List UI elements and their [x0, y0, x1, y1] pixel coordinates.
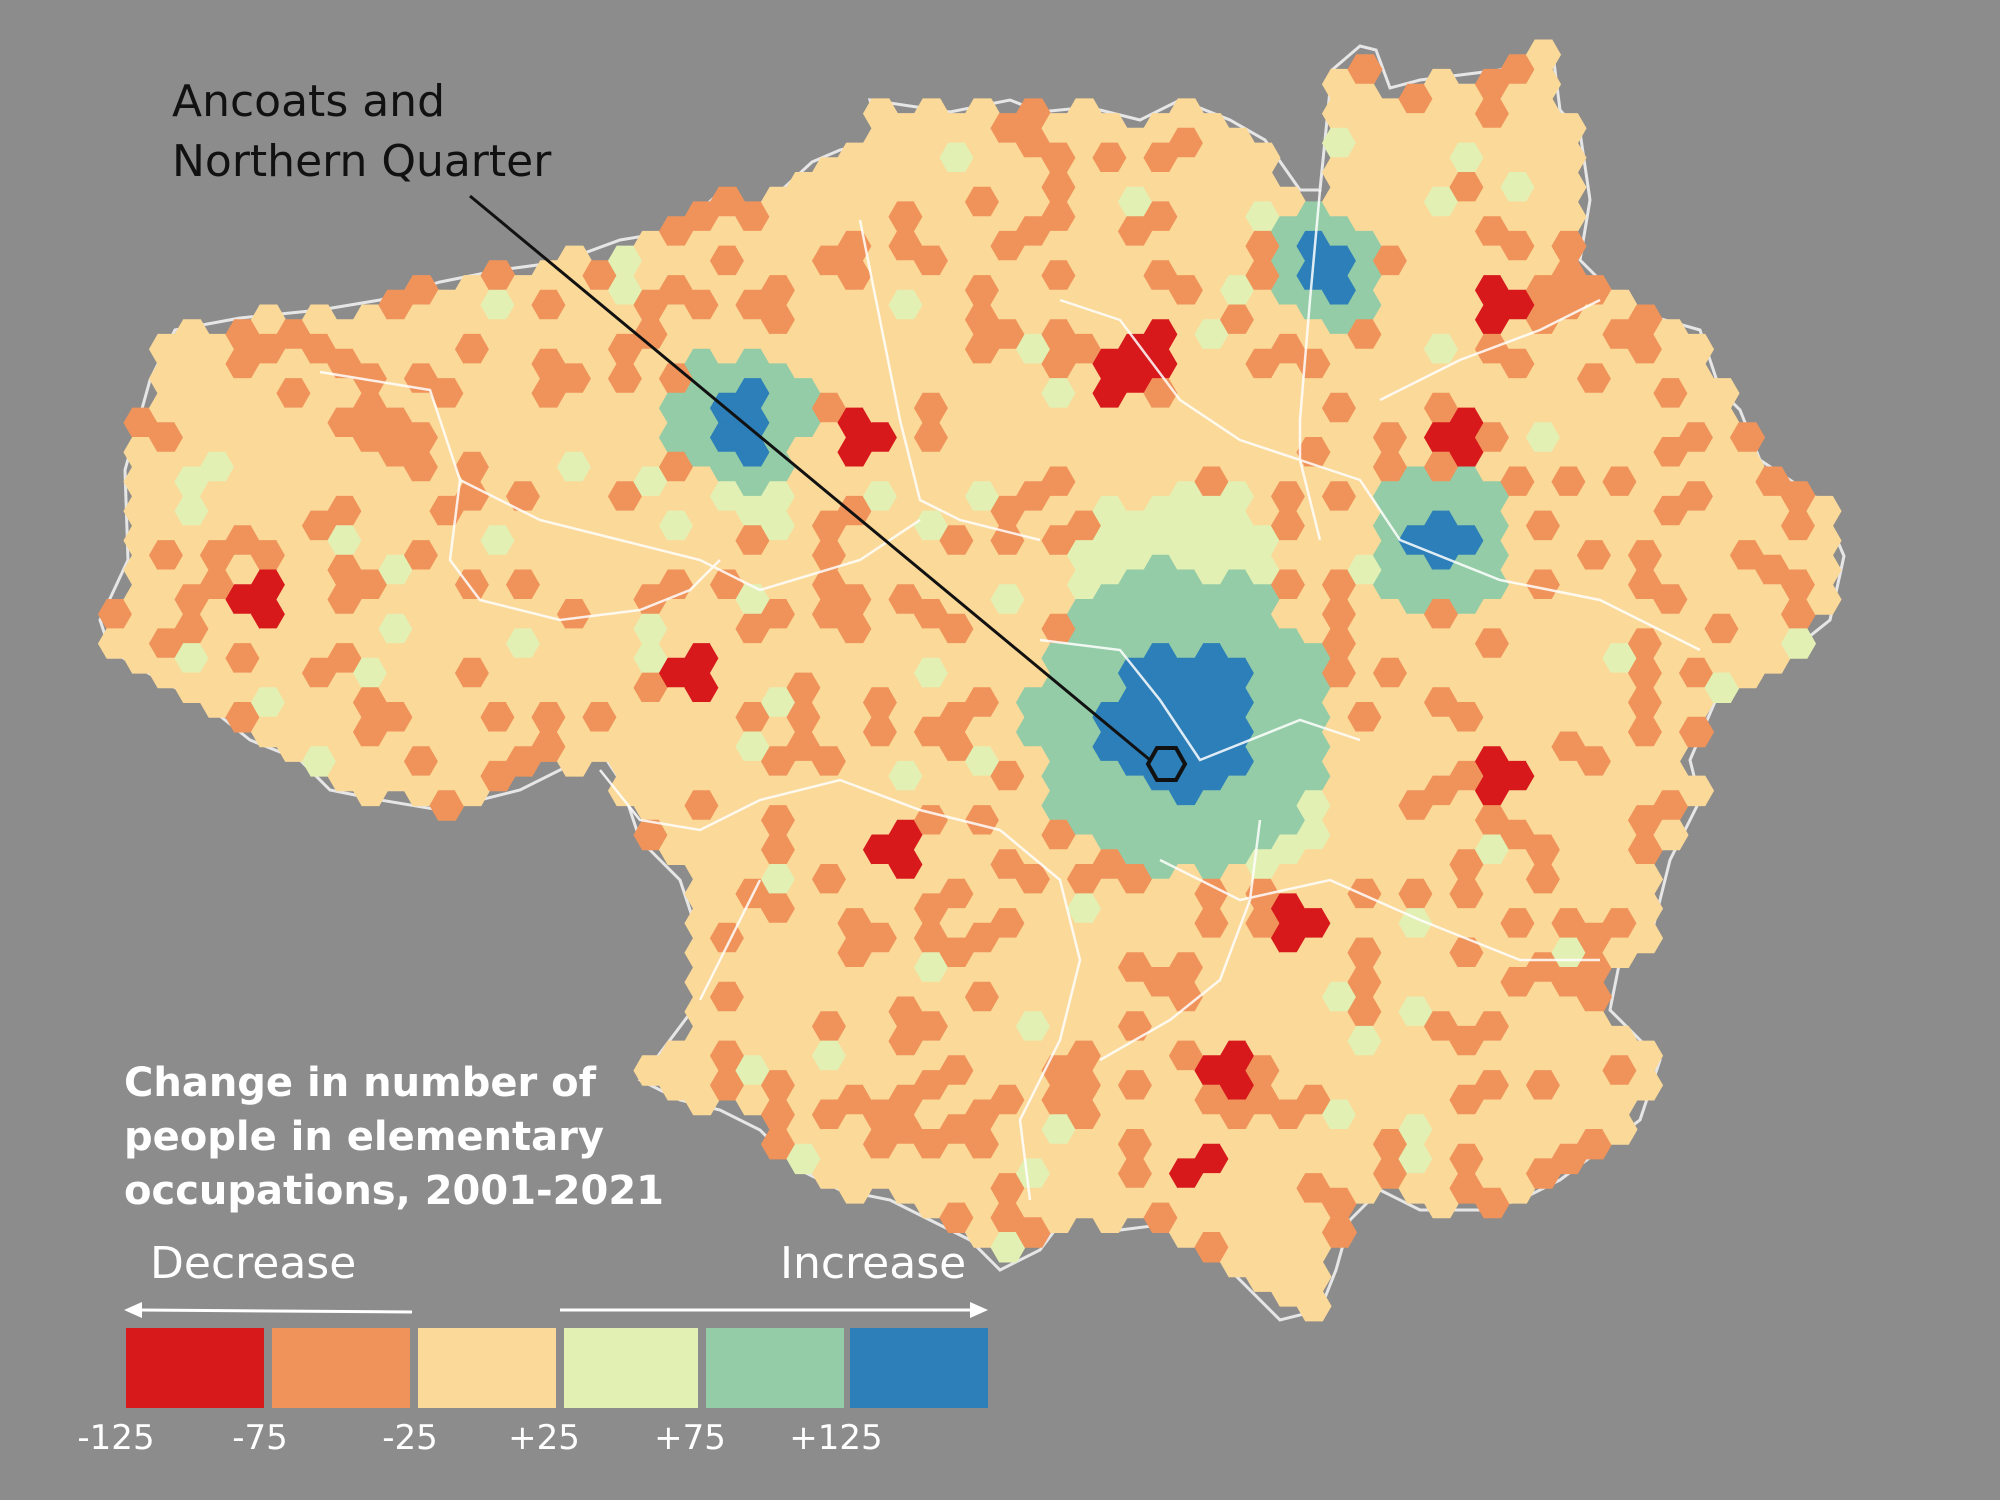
annotation-label: Ancoats and Northern Quarter [172, 72, 551, 192]
hex-cell [1678, 716, 1715, 748]
district-boundary [1379, 298, 1601, 402]
legend-swatch-increase [706, 1328, 844, 1408]
decrease-arrow [139, 1308, 413, 1314]
legend-tick: -25 [382, 1418, 438, 1458]
district-boundary [1299, 458, 1701, 652]
hex-cells [97, 39, 1842, 1322]
legend-swatch-stable-high [564, 1328, 698, 1408]
legend-swatch-stable-low [418, 1328, 556, 1408]
district-boundary [1039, 638, 1361, 762]
district-boundary [1059, 298, 1322, 541]
district-boundary [858, 219, 1041, 542]
legend-tick: +25 [508, 1418, 580, 1458]
legend-title: Change in number of people in elementary… [124, 1056, 664, 1218]
district-boundary [698, 879, 762, 1001]
district-boundary [1159, 858, 1600, 962]
legend-tick: +125 [789, 1418, 883, 1458]
district-boundary [1298, 189, 1322, 460]
decrease-arrowhead [124, 1302, 142, 1318]
district-boundary [459, 478, 921, 592]
hex-cell [1678, 775, 1715, 807]
legend-tick: +75 [654, 1418, 726, 1458]
district-boundary [599, 769, 1001, 832]
legend-tick: -125 [77, 1418, 155, 1458]
annotation-line-1: Ancoats and [172, 76, 446, 127]
hex-cell [1627, 1070, 1664, 1101]
increase-arrowhead [970, 1302, 988, 1318]
hex-cell [1296, 1290, 1332, 1322]
legend-swatch-decrease [272, 1328, 410, 1408]
legend-tick: -75 [232, 1418, 288, 1458]
hex-cell [1653, 819, 1689, 851]
legend-swatch-strong-decrease [126, 1328, 264, 1408]
hex-cell [1806, 584, 1842, 615]
annotation-line-2: Northern Quarter [172, 136, 552, 187]
legend-title-line-1: Change in number of [124, 1060, 597, 1106]
hex-cell [1780, 628, 1817, 659]
legend-title-line-2: people in elementary [124, 1114, 604, 1160]
highlight-hex-ancoats [1145, 746, 1188, 782]
district-boundary [1099, 819, 1262, 1062]
district-boundaries [319, 189, 1701, 1201]
hex-cell [1321, 1217, 1358, 1248]
legend-swatch-strong-increase [850, 1328, 988, 1408]
increase-label: Increase [780, 1238, 967, 1289]
district-boundary [999, 829, 1082, 1201]
annotation-leader-line [469, 194, 1151, 762]
decrease-label: Decrease [150, 1238, 357, 1289]
hex-cell [1627, 922, 1664, 954]
district-boundary [319, 370, 721, 622]
hex-cell [1602, 1114, 1638, 1145]
legend-title-line-3: occupations, 2001-2021 [124, 1168, 664, 1214]
